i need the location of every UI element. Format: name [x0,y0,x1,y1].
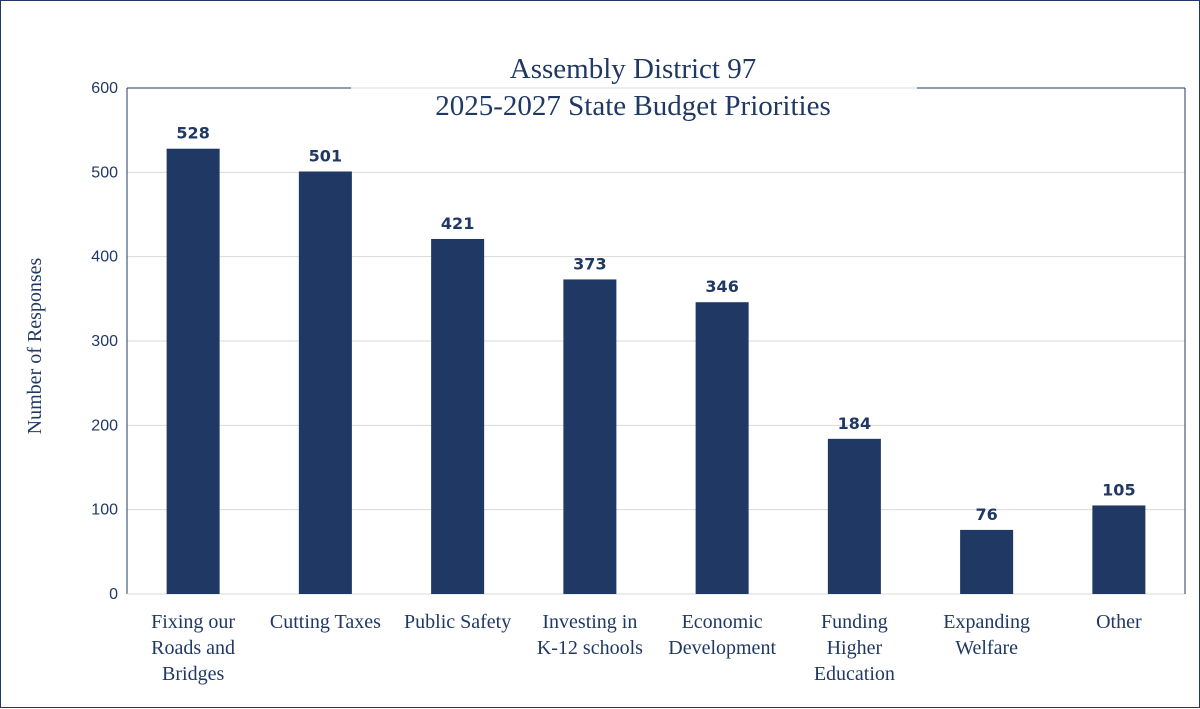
x-tick-label: Investing in [542,611,637,633]
x-tick-label: Public Safety [404,611,511,633]
data-label: 346 [705,277,738,296]
y-axis-label: Number of Responses [24,257,46,434]
y-tick-label: 500 [91,164,118,181]
x-tick-label: Education [814,663,895,685]
x-tick-label: Higher [827,637,883,659]
data-label: 421 [441,214,474,233]
y-tick-label: 600 [91,80,118,97]
bar [298,171,352,595]
data-label: 373 [573,254,606,273]
bar [563,279,617,594]
x-tick-label: Development [668,637,776,659]
chart-title: Assembly District 97 [510,53,757,85]
bar [827,438,881,594]
data-label: 501 [309,146,342,165]
x-tick-label: Other [1096,611,1142,633]
bar [695,302,749,594]
bar [166,148,220,594]
bar [960,529,1014,594]
bar [431,238,485,594]
x-tick-label: Cutting Taxes [270,611,381,633]
bar [1092,505,1146,594]
data-label: 105 [1102,480,1135,499]
data-label: 76 [975,505,997,524]
y-tick-label: 400 [91,249,118,266]
y-tick-label: 200 [91,417,118,434]
x-tick-label: Welfare [955,637,1018,659]
x-tick-label: Fixing our [151,611,235,633]
y-tick-label: 0 [109,586,118,603]
x-tick-label: Roads and [151,637,235,659]
data-label: 528 [176,124,209,143]
x-tick-label: K-12 schools [537,637,643,659]
chart-title: 2025-2027 State Budget Priorities [435,90,831,122]
x-tick-label: Bridges [162,663,224,685]
x-tick-label: Funding [821,611,888,633]
x-tick-label: Expanding [943,611,1030,633]
y-tick-label: 300 [91,333,118,350]
data-label: 184 [838,414,871,433]
y-tick-label: 100 [91,502,118,519]
x-tick-label: Economic [682,611,763,633]
